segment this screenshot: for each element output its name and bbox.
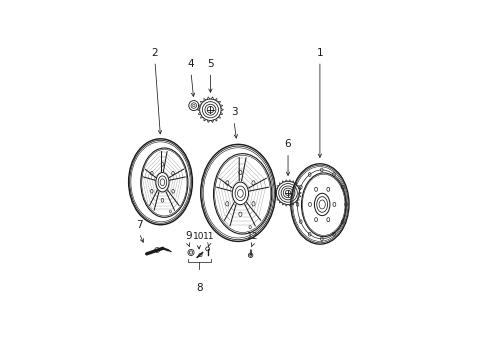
Text: 9: 9 xyxy=(185,231,191,241)
Text: 7: 7 xyxy=(136,220,142,230)
Text: 11: 11 xyxy=(203,232,214,241)
Text: 2: 2 xyxy=(151,48,158,58)
Text: 12: 12 xyxy=(246,232,258,241)
Text: 10: 10 xyxy=(193,232,204,241)
Text: 3: 3 xyxy=(230,108,237,117)
Text: 4: 4 xyxy=(187,59,194,69)
Text: 5: 5 xyxy=(207,59,213,69)
Text: 6: 6 xyxy=(284,139,291,149)
Text: 1: 1 xyxy=(316,48,323,58)
Text: 8: 8 xyxy=(196,283,202,293)
